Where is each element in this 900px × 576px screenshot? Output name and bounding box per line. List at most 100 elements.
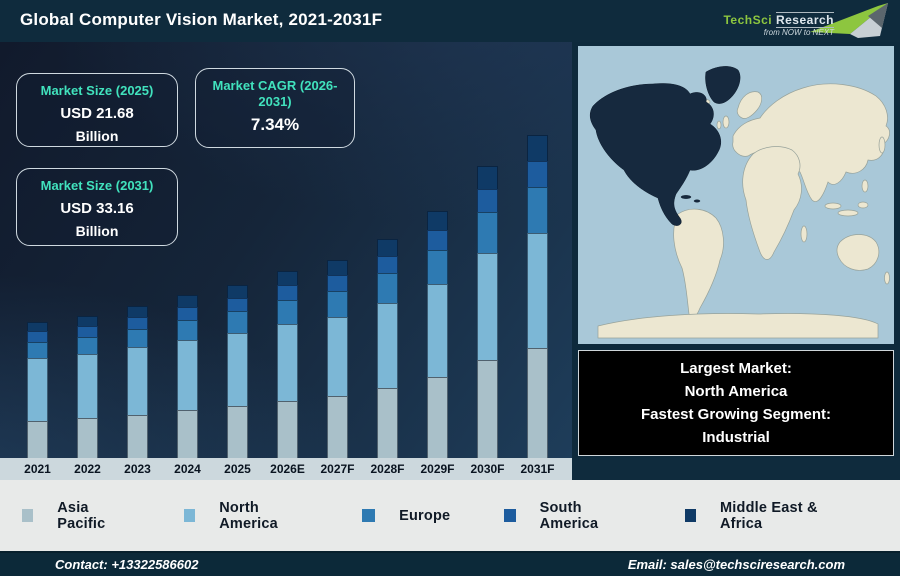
footer-email: Email: sales@techsciresearch.com bbox=[627, 557, 845, 572]
bar-segment-europe bbox=[77, 337, 98, 355]
footer-bar: Contact: +13322586602 Email: sales@techs… bbox=[0, 551, 900, 576]
page-title: Global Computer Vision Market, 2021-2031… bbox=[20, 10, 383, 29]
bar-2023 bbox=[127, 306, 148, 458]
bar-segment-north-america bbox=[227, 333, 248, 407]
bar-segment-north-america bbox=[527, 232, 548, 348]
logo-brand-secondary: Research bbox=[775, 12, 834, 28]
legend-item-middle-east-africa: Middle East & Africa bbox=[684, 500, 846, 532]
bar-segment-europe bbox=[427, 250, 448, 284]
chart-panel: Market Size (2025) USD 21.68 Billion Mar… bbox=[0, 42, 572, 458]
infobox-market-cagr: Market CAGR (2026-2031) 7.34% bbox=[195, 68, 355, 148]
x-axis-label: 2025 bbox=[224, 462, 251, 476]
bar-segment-middle-east-africa bbox=[77, 316, 98, 326]
bar-2028F bbox=[377, 239, 398, 458]
legend-item-south-america: South America bbox=[504, 500, 630, 532]
bar-segment-asia-pacific bbox=[427, 377, 448, 458]
bar-segment-asia-pacific bbox=[77, 418, 98, 458]
logo-arrow-icon bbox=[810, 3, 888, 38]
bar-segment-middle-east-africa bbox=[227, 285, 248, 298]
map-annotation-line: Fastest Growing Segment: bbox=[640, 406, 832, 423]
bar-2026E bbox=[277, 271, 298, 458]
infobox-market-size-2025: Market Size (2025) USD 21.68 Billion bbox=[16, 73, 178, 147]
legend-label: South America bbox=[539, 499, 599, 532]
bar-segment-south-america bbox=[327, 274, 348, 291]
map-annotation-line: Industrial bbox=[702, 429, 770, 447]
logo-brand-primary: TechSci bbox=[723, 13, 773, 27]
bar-segment-south-america bbox=[127, 316, 148, 329]
bar-segment-europe bbox=[27, 341, 48, 358]
map-annotation-line: North America bbox=[684, 382, 788, 400]
bar-segment-north-america bbox=[327, 316, 348, 396]
bar-segment-north-america bbox=[477, 253, 498, 361]
bar-segment-north-america bbox=[127, 347, 148, 415]
bar-segment-middle-east-africa bbox=[427, 211, 448, 231]
logo-text: TechSci Research from NOW to NEXT bbox=[723, 12, 834, 37]
bar-segment-europe bbox=[277, 299, 298, 324]
bar-2022 bbox=[77, 316, 98, 458]
x-axis-label: 2030F bbox=[470, 462, 505, 476]
x-axis-label: 2026E bbox=[270, 462, 305, 476]
infobox-value: 7.34% bbox=[250, 114, 300, 134]
bar-segment-south-america bbox=[427, 230, 448, 251]
bar-segment-south-america bbox=[227, 297, 248, 312]
x-axis-label: 2021 bbox=[24, 462, 51, 476]
bar-segment-middle-east-africa bbox=[277, 271, 298, 285]
bar-segment-asia-pacific bbox=[377, 387, 398, 458]
right-panel: Largest Market: North America Fastest Grow… bbox=[572, 42, 900, 458]
north-america-region bbox=[589, 66, 741, 226]
bar-segment-asia-pacific bbox=[327, 396, 348, 458]
bar-segment-asia-pacific bbox=[177, 410, 198, 458]
legend-label: Asia Pacific bbox=[57, 499, 106, 532]
bar-segment-europe bbox=[327, 290, 348, 317]
bar-2030F bbox=[477, 166, 498, 458]
legend-label: North America bbox=[219, 499, 278, 532]
bar-segment-south-america bbox=[377, 255, 398, 274]
bar-segment-europe bbox=[377, 273, 398, 303]
bar-segment-south-america bbox=[27, 330, 48, 342]
map-annotation-line: Largest Market: bbox=[680, 359, 792, 377]
bar-2025 bbox=[227, 285, 248, 458]
bar-segment-europe bbox=[177, 319, 198, 341]
bar-segment-europe bbox=[127, 328, 148, 348]
logo-tagline: from NOW to NEXT bbox=[763, 28, 834, 37]
bar-2021 bbox=[27, 321, 48, 458]
bar-segment-north-america bbox=[77, 354, 98, 419]
x-axis-strip: 2021 2022 2023 2024 2025 2026E 2027F 2028F 2029F… bbox=[0, 458, 572, 480]
bar-segment-europe bbox=[477, 212, 498, 254]
infobox-value: USD 21.68 bbox=[60, 105, 134, 123]
map-land bbox=[597, 83, 890, 339]
legend-item-europe: Europe bbox=[362, 508, 450, 524]
bar-segment-north-america bbox=[177, 340, 198, 411]
x-axis-label: 2028F bbox=[370, 462, 405, 476]
x-axis-label: 2022 bbox=[74, 462, 101, 476]
bar-2031F bbox=[527, 135, 548, 458]
bar-2029F bbox=[427, 211, 448, 458]
legend-swatch-icon bbox=[183, 509, 196, 522]
infobox-label: Market Size (2031) bbox=[40, 178, 154, 193]
world-map bbox=[578, 46, 894, 344]
bar-2024 bbox=[177, 295, 198, 458]
chart-legend: Asia Pacific North America Europe South Ame… bbox=[0, 480, 900, 551]
infobox-unit: Billion bbox=[75, 128, 119, 145]
legend-swatch-icon bbox=[504, 509, 516, 522]
bar-segment-asia-pacific bbox=[227, 406, 248, 458]
bar-segment-middle-east-africa bbox=[27, 321, 48, 331]
bar-segment-middle-east-africa bbox=[127, 306, 148, 317]
bar-segment-middle-east-africa bbox=[377, 239, 398, 256]
x-axis-label: 2031F bbox=[520, 462, 555, 476]
bar-segment-asia-pacific bbox=[527, 347, 548, 458]
bar-segment-north-america bbox=[377, 302, 398, 388]
bar-segment-middle-east-africa bbox=[527, 135, 548, 161]
x-axis-label: 2023 bbox=[124, 462, 151, 476]
largest-market-note: Largest Market: North America Fastest Grow… bbox=[578, 350, 894, 456]
bar-segment-middle-east-africa bbox=[327, 260, 348, 275]
bar-segment-north-america bbox=[427, 283, 448, 378]
bar-segment-asia-pacific bbox=[277, 400, 298, 458]
infobox-value: USD 33.16 bbox=[60, 200, 134, 218]
bar-segment-south-america bbox=[477, 189, 498, 213]
infobox-market-size-2031: Market Size (2031) USD 33.16 Billion bbox=[16, 168, 178, 246]
infobox-unit: Billion bbox=[75, 223, 119, 240]
legend-swatch-icon bbox=[22, 509, 34, 522]
legend-item-north-america: North America bbox=[183, 499, 308, 532]
